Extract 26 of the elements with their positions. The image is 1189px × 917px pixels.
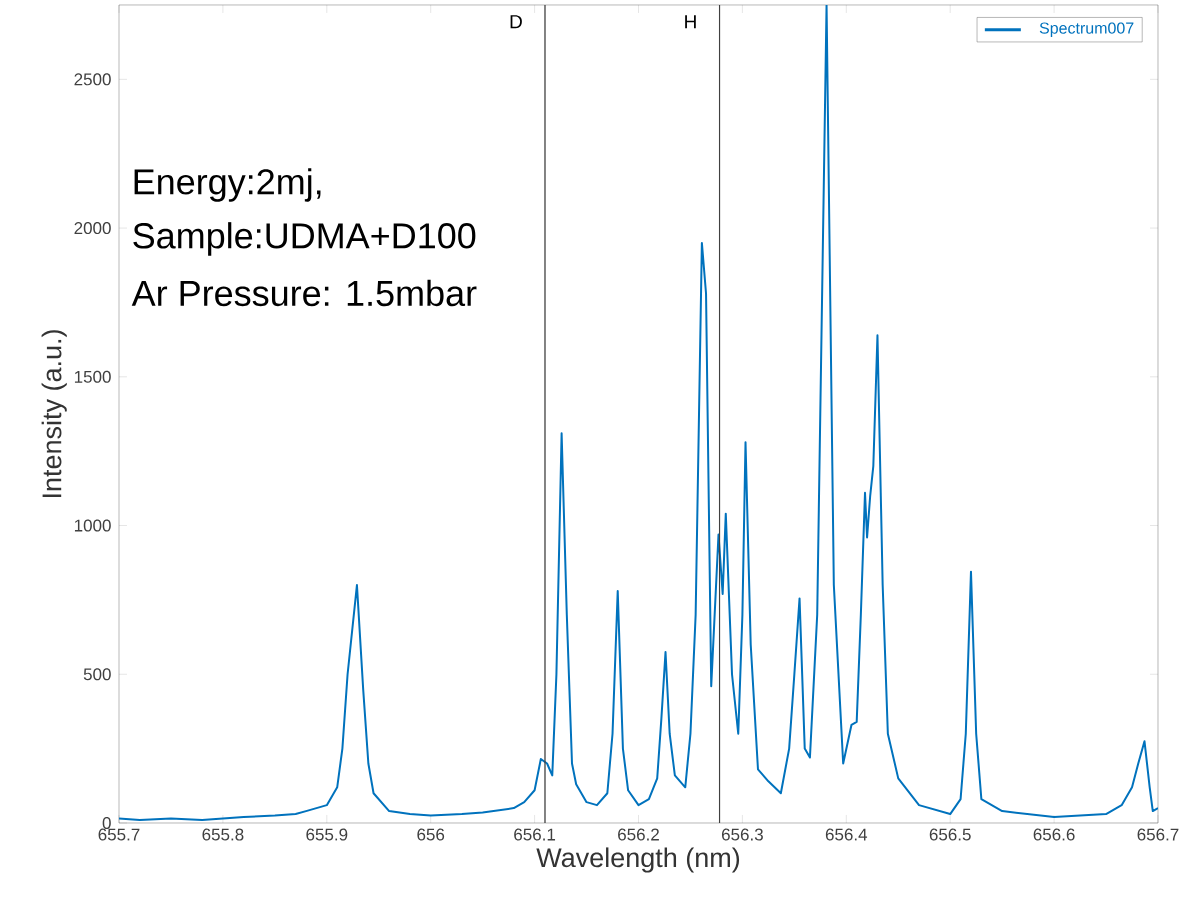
text: Spectrum007	[1039, 22, 1134, 37]
y-tick-label: 500	[83, 668, 111, 681]
x-tick-label: 656.1	[514, 828, 556, 841]
x-tick-label: 656.2	[618, 828, 659, 841]
x-tick-label: 656.4	[825, 828, 868, 841]
x-tick-label: 656.3	[721, 828, 763, 841]
x-axis-title: Wavelength (nm)	[536, 847, 740, 873]
x-tick-label: 656.6	[1033, 828, 1075, 841]
y-tick-label: 2500	[74, 73, 111, 86]
x-tick-label: 656.5	[929, 828, 971, 841]
annotation: Energy:2mj,	[134, 168, 321, 202]
y-tick-label: 1500	[74, 370, 111, 383]
x-tick-label: 655.8	[202, 828, 244, 841]
annotation: Sample:UDMA+D100	[133, 222, 476, 256]
y-tick-label: 0	[102, 816, 111, 830]
y-tick-label: 1000	[74, 519, 111, 532]
y-axis-title: Intensity (a.u.)	[41, 330, 67, 498]
x-tick-label: 656	[417, 828, 445, 841]
ref-line-label: H	[685, 15, 696, 29]
annotation: Ar Pressure: 1.5mbar	[131, 279, 477, 307]
line-series	[119, 4, 1158, 822]
ref-line-label: D	[510, 15, 522, 29]
x-tick-label: 656.7	[1137, 828, 1179, 841]
y-tick-label: 2000	[74, 222, 111, 235]
x-tick-label: 655.7	[98, 828, 140, 841]
x-tick-label: 655.9	[306, 828, 348, 841]
